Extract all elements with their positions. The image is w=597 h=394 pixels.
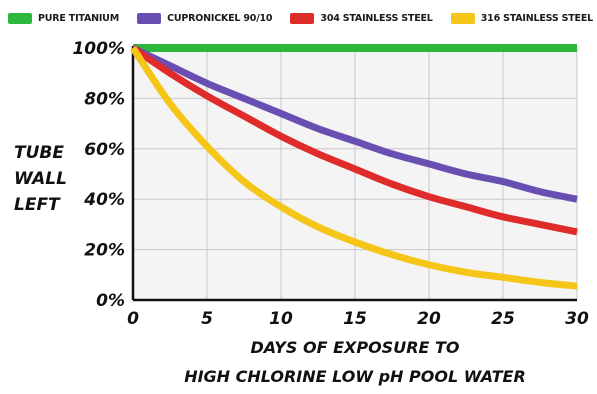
legend-label-pure-titanium: PURE TITANIUM [38,12,119,24]
x-tick-label: 15 [343,309,367,329]
legend-label-cupronickel: CUPRONICKEL 90/10 [167,12,273,24]
legend-label-304-stainless: 304 STAINLESS STEEL [320,12,433,24]
y-tick-label: 100% [72,39,125,59]
x-tick-label: 10 [269,309,293,329]
y-axis-title-line-2: WALL [14,169,67,189]
legend-item-cupronickel: CUPRONICKEL 90/10 [137,12,273,24]
x-axis-title-line-1: DAYS OF EXPOSURE TO [250,338,459,357]
series-line-304-stainless-steel [131,45,578,236]
legend-label-316-stainless: 316 STAINLESS STEEL [480,12,593,24]
legend-item-316-stainless: 316 STAINLESS STEEL [450,12,593,24]
series-lines [130,43,578,290]
x-tick-label: 0 [127,309,139,329]
series-line-cupronickel-90-10 [131,44,578,203]
x-tick-label: 5 [201,309,213,329]
y-tick-label: 60% [84,140,125,160]
y-tick-label: 0% [96,291,125,311]
x-axis-title-line-2: HIGH CHLORINE LOW pH POOL WATER [184,367,526,386]
x-tick-label: 25 [491,309,515,329]
legend-item-pure-titanium: PURE TITANIUM [8,12,119,24]
legend-item-304-stainless: 304 STAINLESS STEEL [290,12,433,24]
legend-swatch-304-stainless [290,12,315,24]
chart-legend: PURE TITANIUM CUPRONICKEL 90/10 304 STAI… [8,8,593,28]
y-tick-label: 80% [84,89,125,109]
x-tick-label: 20 [417,309,441,329]
y-tick-label: 20% [84,241,125,261]
legend-swatch-316-stainless [450,12,475,24]
x-tick-label: 30 [565,309,589,329]
series-line-316-stainless-steel [130,46,578,290]
legend-swatch-pure-titanium [8,12,32,24]
y-axis-title-line-1: TUBE [14,143,64,163]
y-tick-label: 40% [83,190,125,210]
y-axis-title-line-3: LEFT [14,195,61,215]
axes [131,46,577,302]
legend-swatch-cupronickel [137,12,162,24]
tick-labels: 0% 20% 40% 60% 80% 100% 0 5 10 15 20 25 30 [72,39,589,329]
